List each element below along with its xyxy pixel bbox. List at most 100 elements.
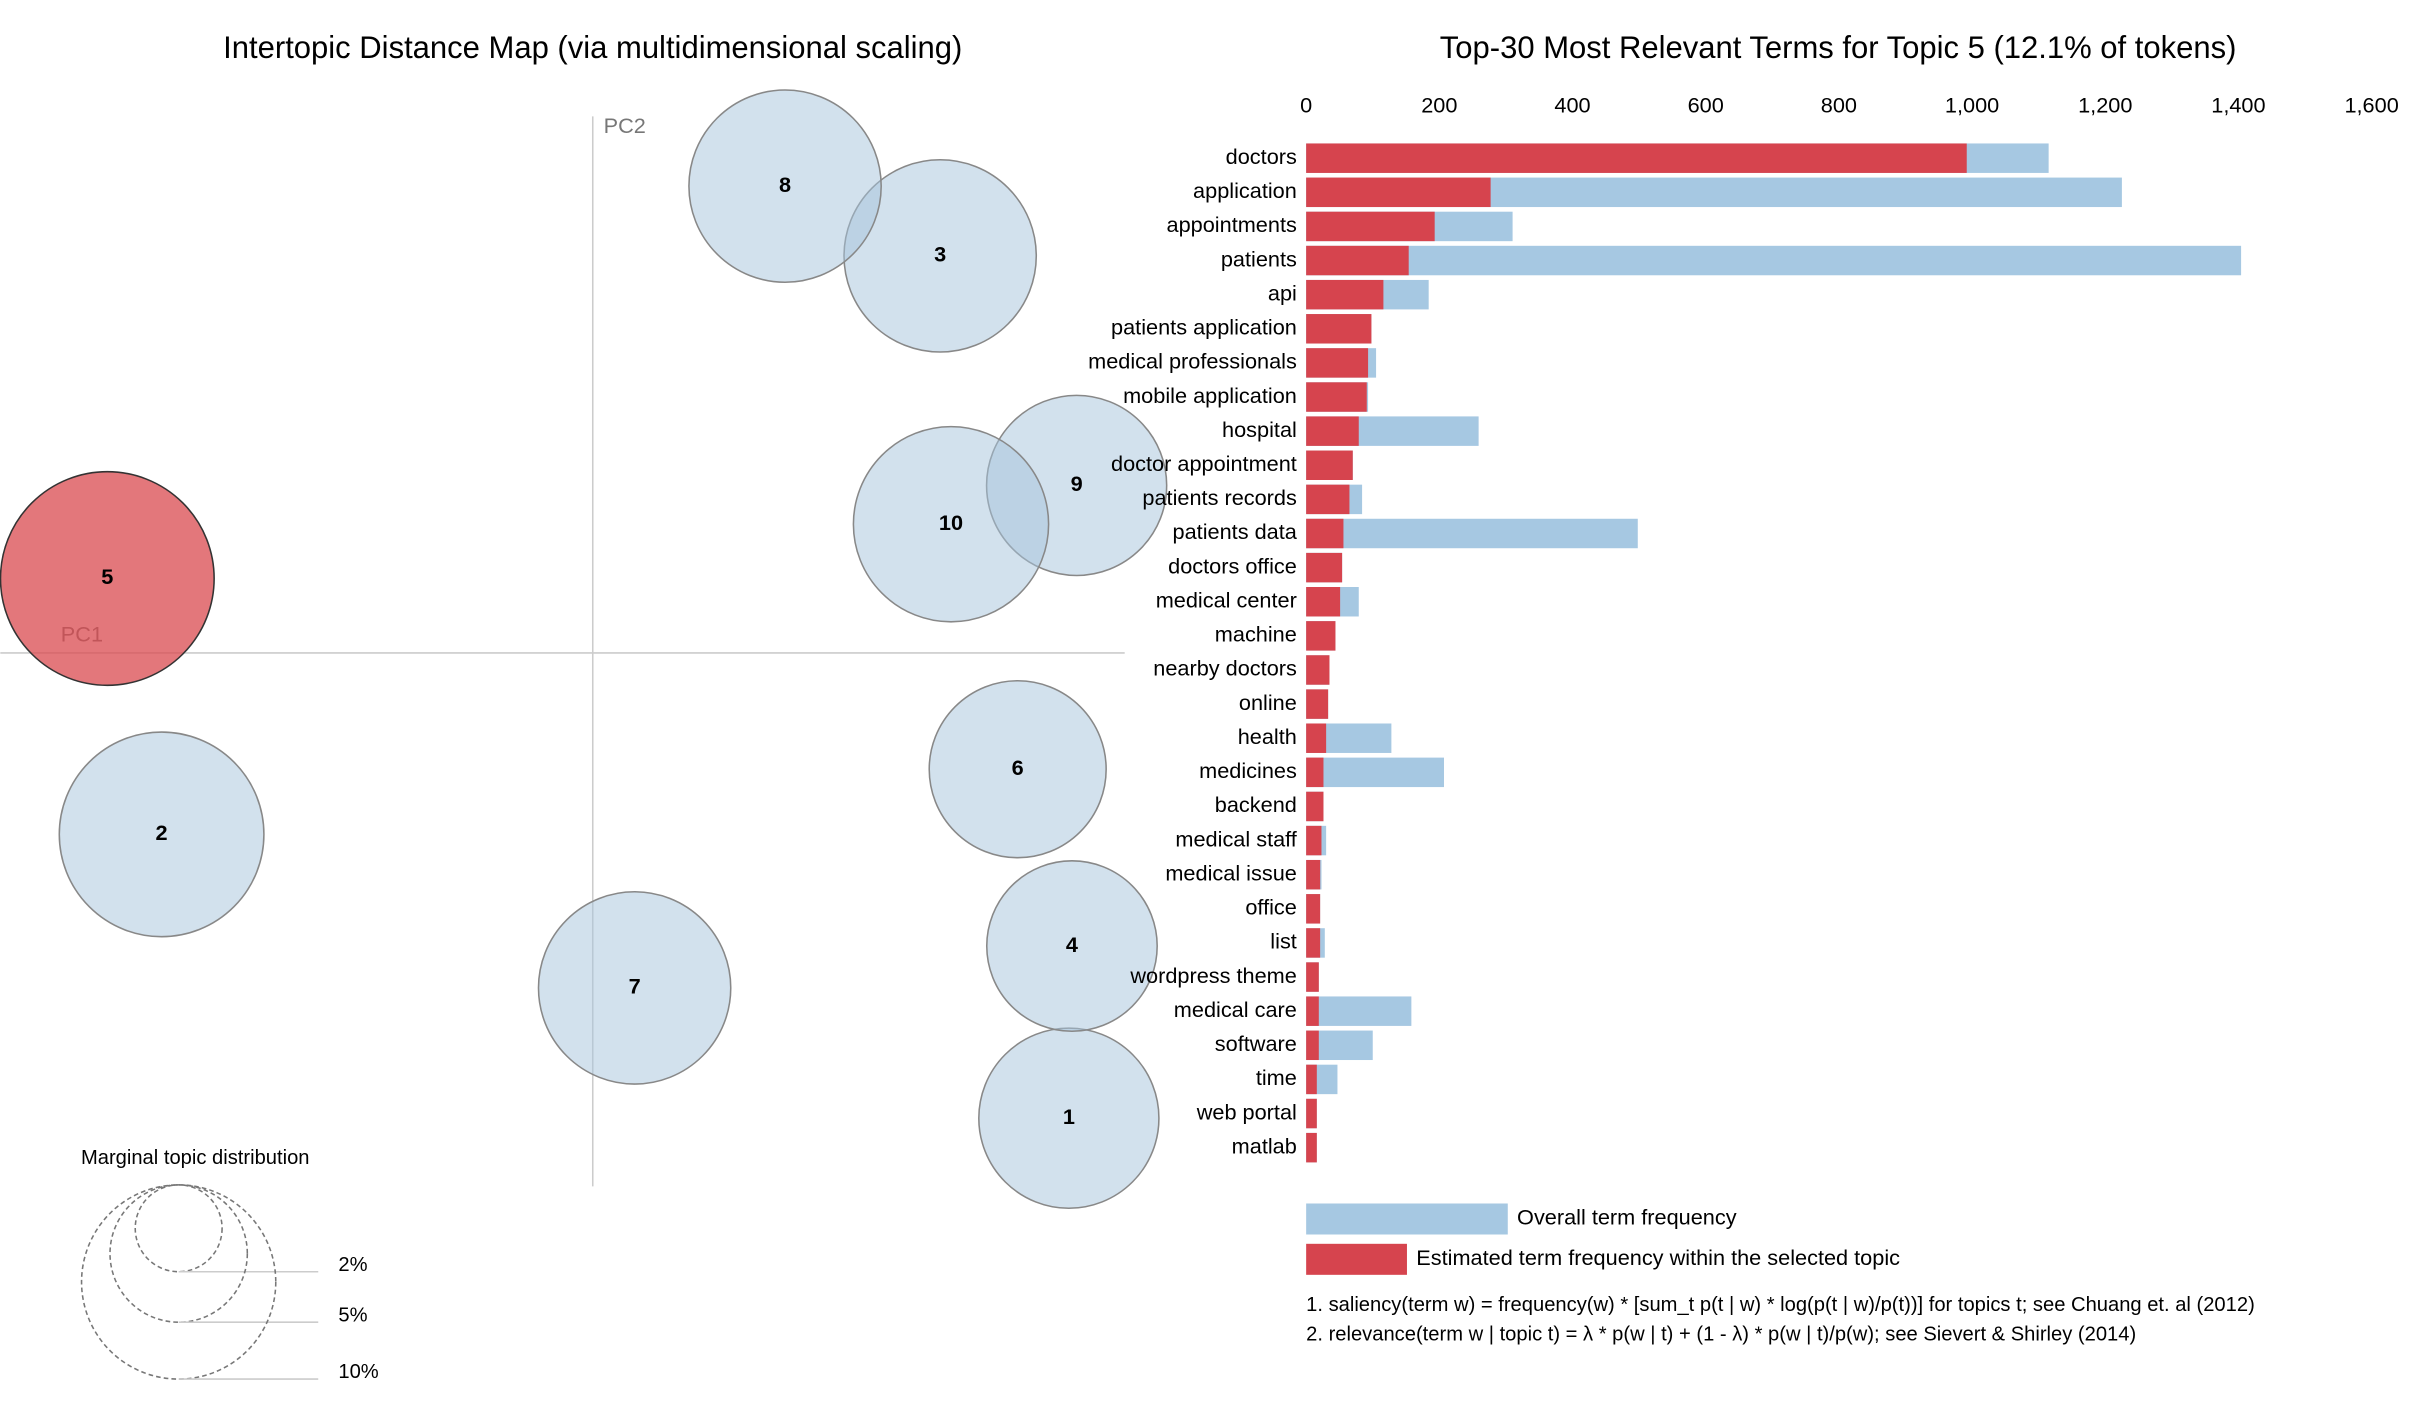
size-legend-label: 10% <box>338 1361 378 1383</box>
legend-swatch <box>1306 1203 1508 1235</box>
term-label: doctors office <box>1168 553 1297 578</box>
term-label: medical care <box>1174 997 1297 1022</box>
bar <box>1306 859 1321 890</box>
topic-bubble <box>852 425 1050 623</box>
term-label: doctors <box>1226 144 1297 169</box>
topic-label: 5 <box>101 564 113 589</box>
bar <box>1306 1064 1317 1095</box>
term-label: patients data <box>1173 519 1298 544</box>
bar <box>1306 791 1324 822</box>
pc2-label: PC2 <box>604 113 646 138</box>
x-tick-label: 200 <box>1421 93 1457 118</box>
legend-swatch <box>1306 1243 1407 1275</box>
term-label: patients <box>1221 246 1297 271</box>
x-tick-label: 1,200 <box>2078 93 2132 118</box>
term-label: hospital <box>1222 417 1297 442</box>
term-label: health <box>1238 724 1297 749</box>
bar <box>1306 723 1327 753</box>
topic-bubble <box>58 731 265 938</box>
topic-label: 3 <box>934 242 946 267</box>
bar <box>1306 450 1353 480</box>
bar <box>1306 518 1638 549</box>
legend-label: Estimated term frequency within the sele… <box>1416 1245 1900 1270</box>
topic-label: 7 <box>629 974 641 999</box>
bar <box>1306 825 1322 856</box>
bar <box>1306 314 1372 344</box>
bar <box>1306 996 1412 1026</box>
term-label: list <box>1270 929 1297 954</box>
bar <box>1306 348 1369 378</box>
x-tick-label: 0 <box>1300 93 1312 118</box>
bar <box>1306 621 1336 651</box>
bar <box>1306 1030 1319 1061</box>
bar <box>1306 757 1324 788</box>
term-label: medical professionals <box>1088 349 1297 374</box>
term-label: web portal <box>1196 1099 1297 1124</box>
term-label: doctor appointment <box>1111 451 1297 476</box>
term-label: software <box>1215 1031 1297 1056</box>
bar <box>1306 757 1444 788</box>
bar <box>1306 1098 1317 1129</box>
bar <box>1306 484 1350 515</box>
term-label: time <box>1256 1065 1297 1090</box>
bar-title: Top-30 Most Relevant Terms for Topic 5 (… <box>1440 30 2237 65</box>
x-tick-label: 400 <box>1554 93 1590 118</box>
term-label: mobile application <box>1123 383 1297 408</box>
map-title: Intertopic Distance Map (via multidimens… <box>223 30 962 65</box>
bar <box>1306 143 1967 173</box>
bar <box>1306 689 1329 719</box>
bar <box>1306 655 1330 685</box>
term-label: medical issue <box>1165 860 1296 885</box>
topic-label: 2 <box>156 820 168 845</box>
x-tick-label: 1,000 <box>1945 93 1999 118</box>
topic-label: 10 <box>939 510 963 535</box>
term-label: appointments <box>1167 212 1297 237</box>
term-label: medical staff <box>1175 826 1297 851</box>
bar <box>1306 928 1321 958</box>
legend-label: Overall term frequency <box>1517 1205 1737 1230</box>
term-label: patients records <box>1142 485 1297 510</box>
term-label: matlab <box>1232 1133 1297 1158</box>
size-legend-label: 5% <box>338 1304 367 1326</box>
term-label: backend <box>1215 792 1297 817</box>
note: 1. saliency(term w) = frequency(w) * [su… <box>1306 1294 2255 1316</box>
size-legend-circle <box>134 1184 223 1273</box>
bar <box>1306 382 1367 412</box>
bar <box>1306 279 1384 310</box>
topic-label: 4 <box>1066 932 1078 957</box>
x-tick-label: 1,600 <box>2344 93 2398 118</box>
bar <box>1306 211 1435 242</box>
term-label: api <box>1268 280 1297 305</box>
size-legend-circle <box>80 1184 277 1380</box>
bar <box>1306 962 1319 992</box>
term-label: medical center <box>1156 587 1297 612</box>
term-label: nearby doctors <box>1153 656 1297 681</box>
x-tick-label: 800 <box>1821 93 1857 118</box>
topic-label: 8 <box>779 172 791 197</box>
term-label: patients application <box>1111 315 1297 340</box>
bar <box>1306 587 1341 617</box>
size-legend-label: 2% <box>338 1254 367 1276</box>
topic-label: 6 <box>1012 755 1024 780</box>
topic-label: 1 <box>1063 1104 1075 1129</box>
term-label: wordpress theme <box>1129 963 1296 988</box>
x-tick-label: 1,400 <box>2211 93 2265 118</box>
bar <box>1306 177 1491 208</box>
bar <box>1306 416 1359 446</box>
topic-bubble <box>928 679 1107 859</box>
topic-bubble <box>537 891 732 1085</box>
topic-label: 9 <box>1071 471 1083 496</box>
size-legend-circle <box>109 1184 249 1323</box>
size-legend-title: Marginal topic distribution <box>81 1147 310 1169</box>
bar <box>1306 1132 1317 1163</box>
topic-bubble <box>688 89 882 284</box>
bar <box>1306 894 1321 924</box>
x-tick-label: 600 <box>1688 93 1724 118</box>
bar <box>1306 245 1409 276</box>
bar <box>1306 996 1319 1026</box>
topic-bubble <box>0 470 215 687</box>
bar <box>1306 518 1344 549</box>
term-label: machine <box>1215 622 1297 647</box>
